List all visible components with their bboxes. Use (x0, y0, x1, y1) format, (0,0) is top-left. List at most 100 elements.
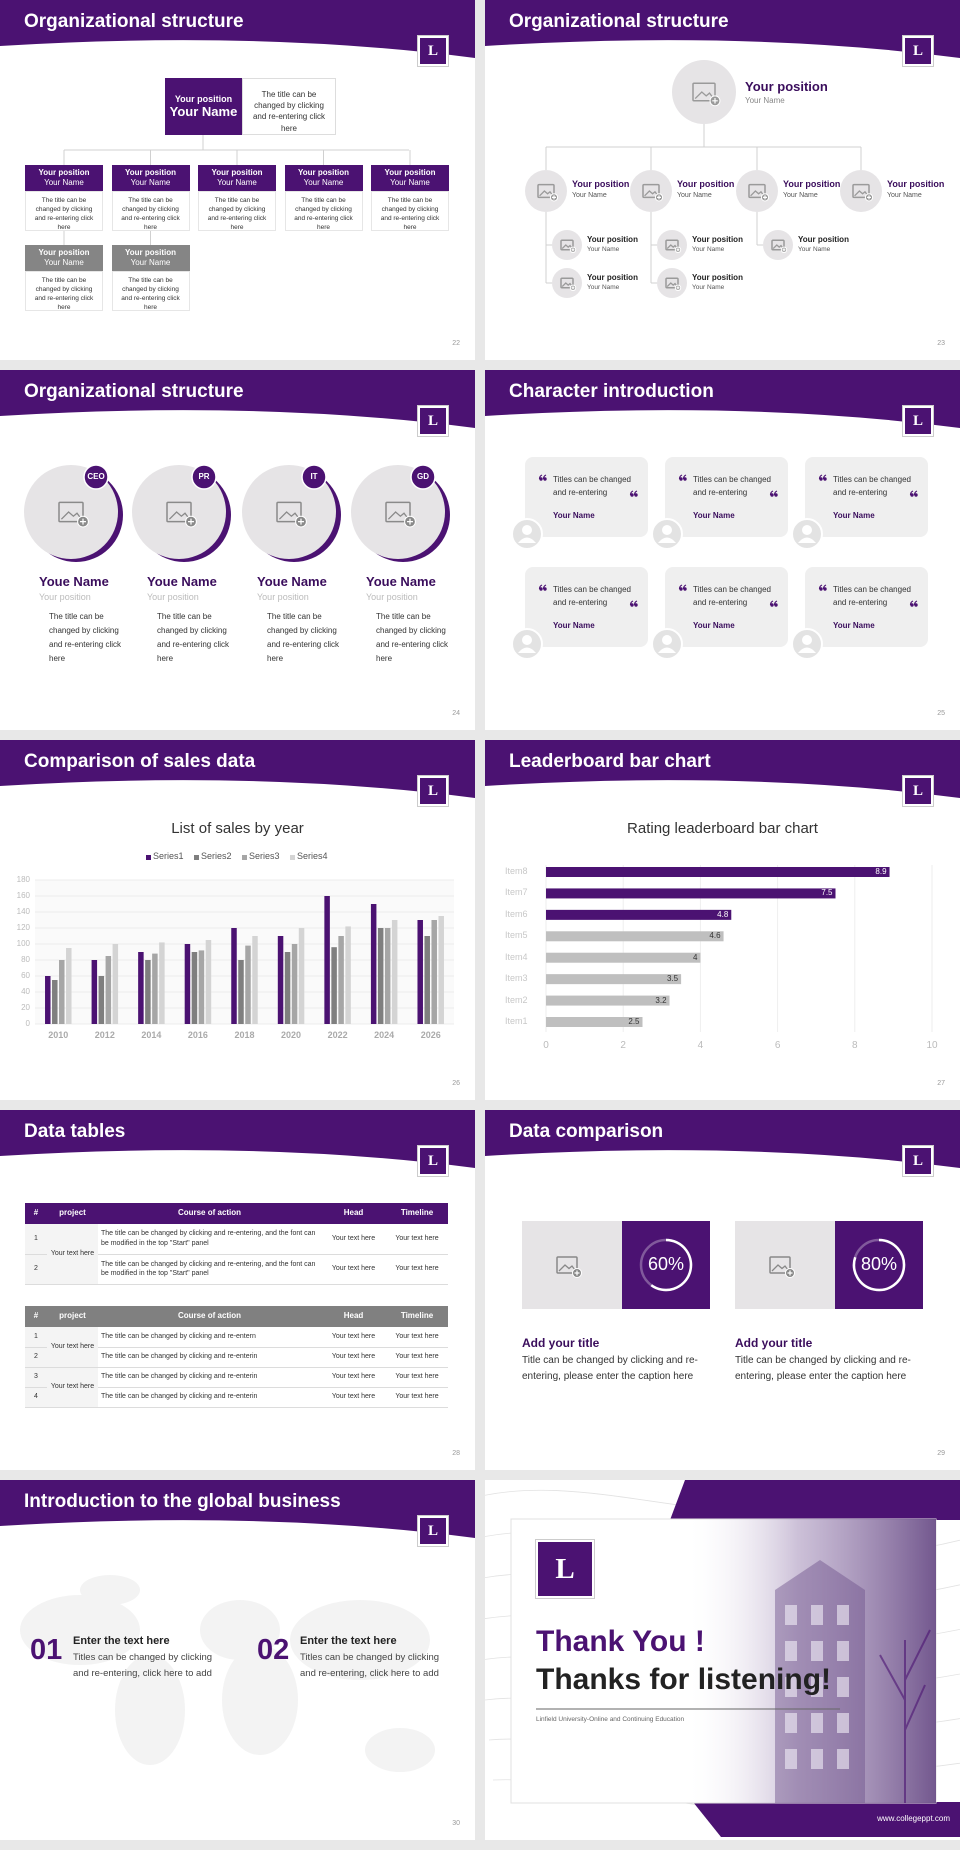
card-name: Your Name (693, 511, 735, 520)
slide-title: Leaderboard bar chart (509, 751, 711, 772)
page-number: 30 (452, 1820, 460, 1827)
accent-band (693, 1802, 960, 1837)
bar (377, 928, 384, 1024)
x-tick-label: 0 (543, 1040, 549, 1051)
slide-title: Organizational structure (24, 11, 244, 32)
header-band (485, 740, 960, 798)
item-text: Titles can be changed by clicking and re… (300, 1652, 440, 1679)
logo: L (903, 36, 933, 66)
photo-window (811, 1749, 823, 1769)
slide: Organizational structure L 23 Your position… (485, 0, 960, 360)
map-shape (20, 1595, 140, 1665)
group-name: Your Name (887, 192, 922, 199)
slide-art (0, 1480, 475, 1772)
header-band (0, 740, 475, 798)
avatar-circle (657, 230, 687, 260)
picture-icon (387, 511, 409, 520)
picture-icon (787, 1270, 793, 1276)
photo (685, 1519, 936, 1803)
page-number: 29 (937, 1450, 945, 1457)
cell: The title can be changed by clicking and… (98, 1387, 321, 1408)
card (665, 567, 788, 647)
badge-label: CEO (87, 472, 105, 481)
picture-icon (188, 518, 194, 525)
member-text: The title can be changed by clicking and… (111, 191, 190, 231)
photo-window (785, 1749, 797, 1769)
cell: Your text here (321, 1327, 386, 1348)
picture-icon (666, 282, 678, 288)
bar (546, 952, 701, 963)
picture-icon (748, 183, 766, 199)
card-text: Titles can be changed and re-entering (693, 475, 771, 497)
member-name: Your Name (130, 178, 171, 188)
photo-window (785, 1641, 797, 1661)
y-tick-label: 100 (16, 939, 30, 948)
logo: L (536, 1540, 594, 1598)
picture-icon (665, 239, 679, 251)
slide: Organizational structure L 24 CEO Youe Name Y… (0, 370, 475, 730)
header-row: # project Course of action Head Timeline (25, 1203, 448, 1224)
x-tick-label: 8 (852, 1040, 858, 1051)
logo: L (418, 1146, 448, 1176)
slide-title: Organizational structure (24, 381, 244, 402)
x-tick-label: 2016 (187, 1030, 208, 1040)
bar (238, 960, 244, 1024)
image-panel (522, 1221, 622, 1309)
y-tick-label: 180 (16, 875, 30, 884)
picture-icon (385, 501, 411, 523)
header-band (485, 370, 960, 428)
badge (83, 464, 109, 490)
card-text: Titles can be changed and re-entering (833, 475, 911, 497)
avatar-circle (657, 268, 687, 298)
member-name: Your Name (692, 284, 725, 291)
ring-label: 60% (647, 1254, 685, 1274)
person-name: Youe Name (366, 574, 436, 589)
caption: Linfield University-Online and Continuin… (536, 1716, 685, 1723)
photo-window (785, 1713, 797, 1733)
slide: Leaderboard bar chart L 27 Rating leaderboa… (485, 740, 960, 1100)
project-cell: Your text here (47, 1327, 98, 1368)
thanks-subtitle: Thanks for listening! (536, 1663, 832, 1696)
picture-icon (80, 518, 86, 525)
y-tick-label: Item8 (505, 866, 528, 876)
bar (66, 948, 72, 1024)
x-tick-label: 2014 (141, 1030, 162, 1040)
bar (338, 936, 344, 1024)
slide-art (0, 1110, 475, 1168)
cell: Your text here (321, 1347, 386, 1368)
cell: Your text here (321, 1367, 386, 1388)
card-text: Titles can be changed and re-entering (553, 585, 631, 607)
slide: Data tables L 28 # project Course of action He… (0, 1110, 475, 1470)
avatar-circle (552, 230, 582, 260)
item-text: Title can be changed by clicking and re-… (522, 1355, 698, 1382)
legend-label: Series2 (201, 851, 232, 861)
table-row: 4 The title can be changed by clicking an… (25, 1387, 448, 1408)
cell: Your text here (386, 1367, 448, 1388)
card-name: Your Name (553, 511, 595, 520)
slide-art (0, 0, 475, 245)
photo-window (811, 1677, 823, 1697)
head-name: Your Name (169, 104, 238, 119)
header-band (0, 1110, 475, 1168)
photo-window (837, 1749, 849, 1769)
group-name: Your Name (677, 192, 712, 199)
bar (231, 928, 237, 1024)
y-tick-label: 20 (21, 1003, 30, 1012)
card-name: Your Name (693, 621, 735, 630)
x-tick-label: 4 (697, 1040, 704, 1051)
member-name: Your Name (587, 246, 620, 253)
header-band (485, 1110, 960, 1168)
badge (410, 464, 436, 490)
member-head: Your position Your Name (371, 165, 449, 191)
picture-icon (571, 286, 575, 290)
bar (384, 928, 391, 1024)
logo: L (903, 776, 933, 806)
member-name: Your Name (798, 246, 831, 253)
table-row: 2 The title can be changed by clicking an… (25, 1347, 448, 1368)
y-tick-label: 140 (16, 907, 30, 916)
member-text: The title can be changed by clicking and… (198, 191, 276, 231)
chart-title: Rating leaderboard bar chart (627, 820, 818, 837)
bar (138, 952, 144, 1024)
y-tick-label: Item2 (505, 994, 528, 1005)
